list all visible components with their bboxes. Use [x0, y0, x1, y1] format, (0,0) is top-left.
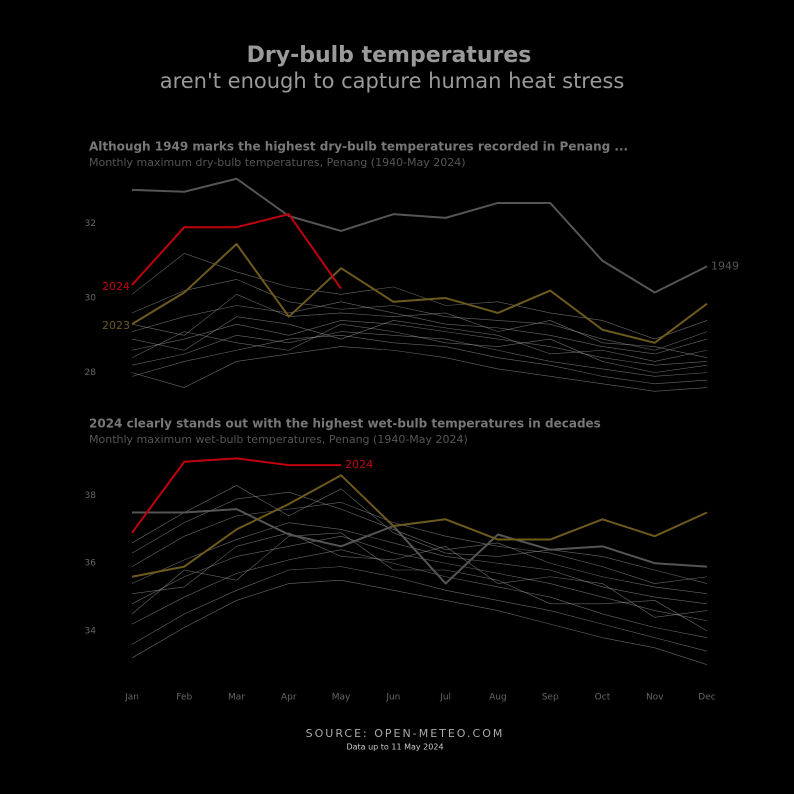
- line: [131, 457, 342, 534]
- chart-subtitle: Monthly maximum dry-bulb temperatures, P…: [89, 156, 466, 169]
- y-tick-label: 38: [85, 491, 97, 501]
- line: [131, 213, 342, 290]
- line: [131, 177, 708, 294]
- source: SOURCE: OPEN-METEO.COM: [306, 727, 505, 740]
- line: [131, 502, 708, 584]
- subtitle: aren't enough to capture human heat stre…: [160, 69, 625, 93]
- line: [131, 474, 708, 578]
- line: [131, 253, 708, 340]
- x-tick-label: Jul: [439, 693, 451, 703]
- line: [131, 491, 708, 594]
- line: [131, 535, 708, 622]
- series-label: 2023: [102, 319, 130, 332]
- x-tick-label: Jun: [385, 693, 400, 703]
- x-tick-label: Dec: [698, 693, 715, 703]
- line: [131, 279, 708, 351]
- line: [131, 532, 708, 632]
- chart-subtitle: Monthly maximum wet-bulb temperatures, P…: [89, 433, 468, 446]
- chart-title: 2024 clearly stands out with the highest…: [89, 417, 601, 431]
- line: [131, 294, 708, 359]
- y-tick-label: 32: [85, 219, 96, 229]
- x-tick-label: Mar: [228, 693, 245, 703]
- line: [131, 532, 708, 618]
- title: Dry-bulb temperatures: [247, 43, 532, 68]
- y-tick-label: 28: [85, 368, 97, 378]
- line: [131, 323, 708, 373]
- line: [131, 316, 708, 362]
- line: [131, 242, 708, 344]
- x-tick-label: Aug: [489, 693, 507, 703]
- y-tick-label: 34: [85, 626, 97, 636]
- line: [131, 522, 708, 605]
- y-tick-label: 36: [85, 559, 97, 569]
- series-label: 2024: [102, 280, 130, 293]
- x-tick-label: May: [332, 693, 351, 703]
- line: [131, 566, 708, 652]
- line: [131, 346, 708, 392]
- y-tick-label: 30: [85, 294, 97, 304]
- x-tick-label: Apr: [281, 693, 297, 703]
- series-label: 2024: [345, 458, 373, 471]
- line: [131, 579, 708, 665]
- line: [131, 335, 708, 385]
- x-tick-label: Nov: [646, 693, 664, 703]
- series-label: 1949: [711, 259, 739, 272]
- x-tick-label: Jan: [124, 693, 139, 703]
- note: Data up to 11 May 2024: [346, 743, 443, 752]
- x-tick-label: Sep: [542, 693, 559, 703]
- x-tick-label: Oct: [595, 693, 611, 703]
- line: [132, 508, 708, 585]
- line: [131, 320, 708, 366]
- x-tick-label: Feb: [176, 693, 192, 703]
- chart-title: Although 1949 marks the highest dry-bulb…: [89, 140, 628, 154]
- line: [131, 301, 708, 355]
- line: [131, 485, 708, 584]
